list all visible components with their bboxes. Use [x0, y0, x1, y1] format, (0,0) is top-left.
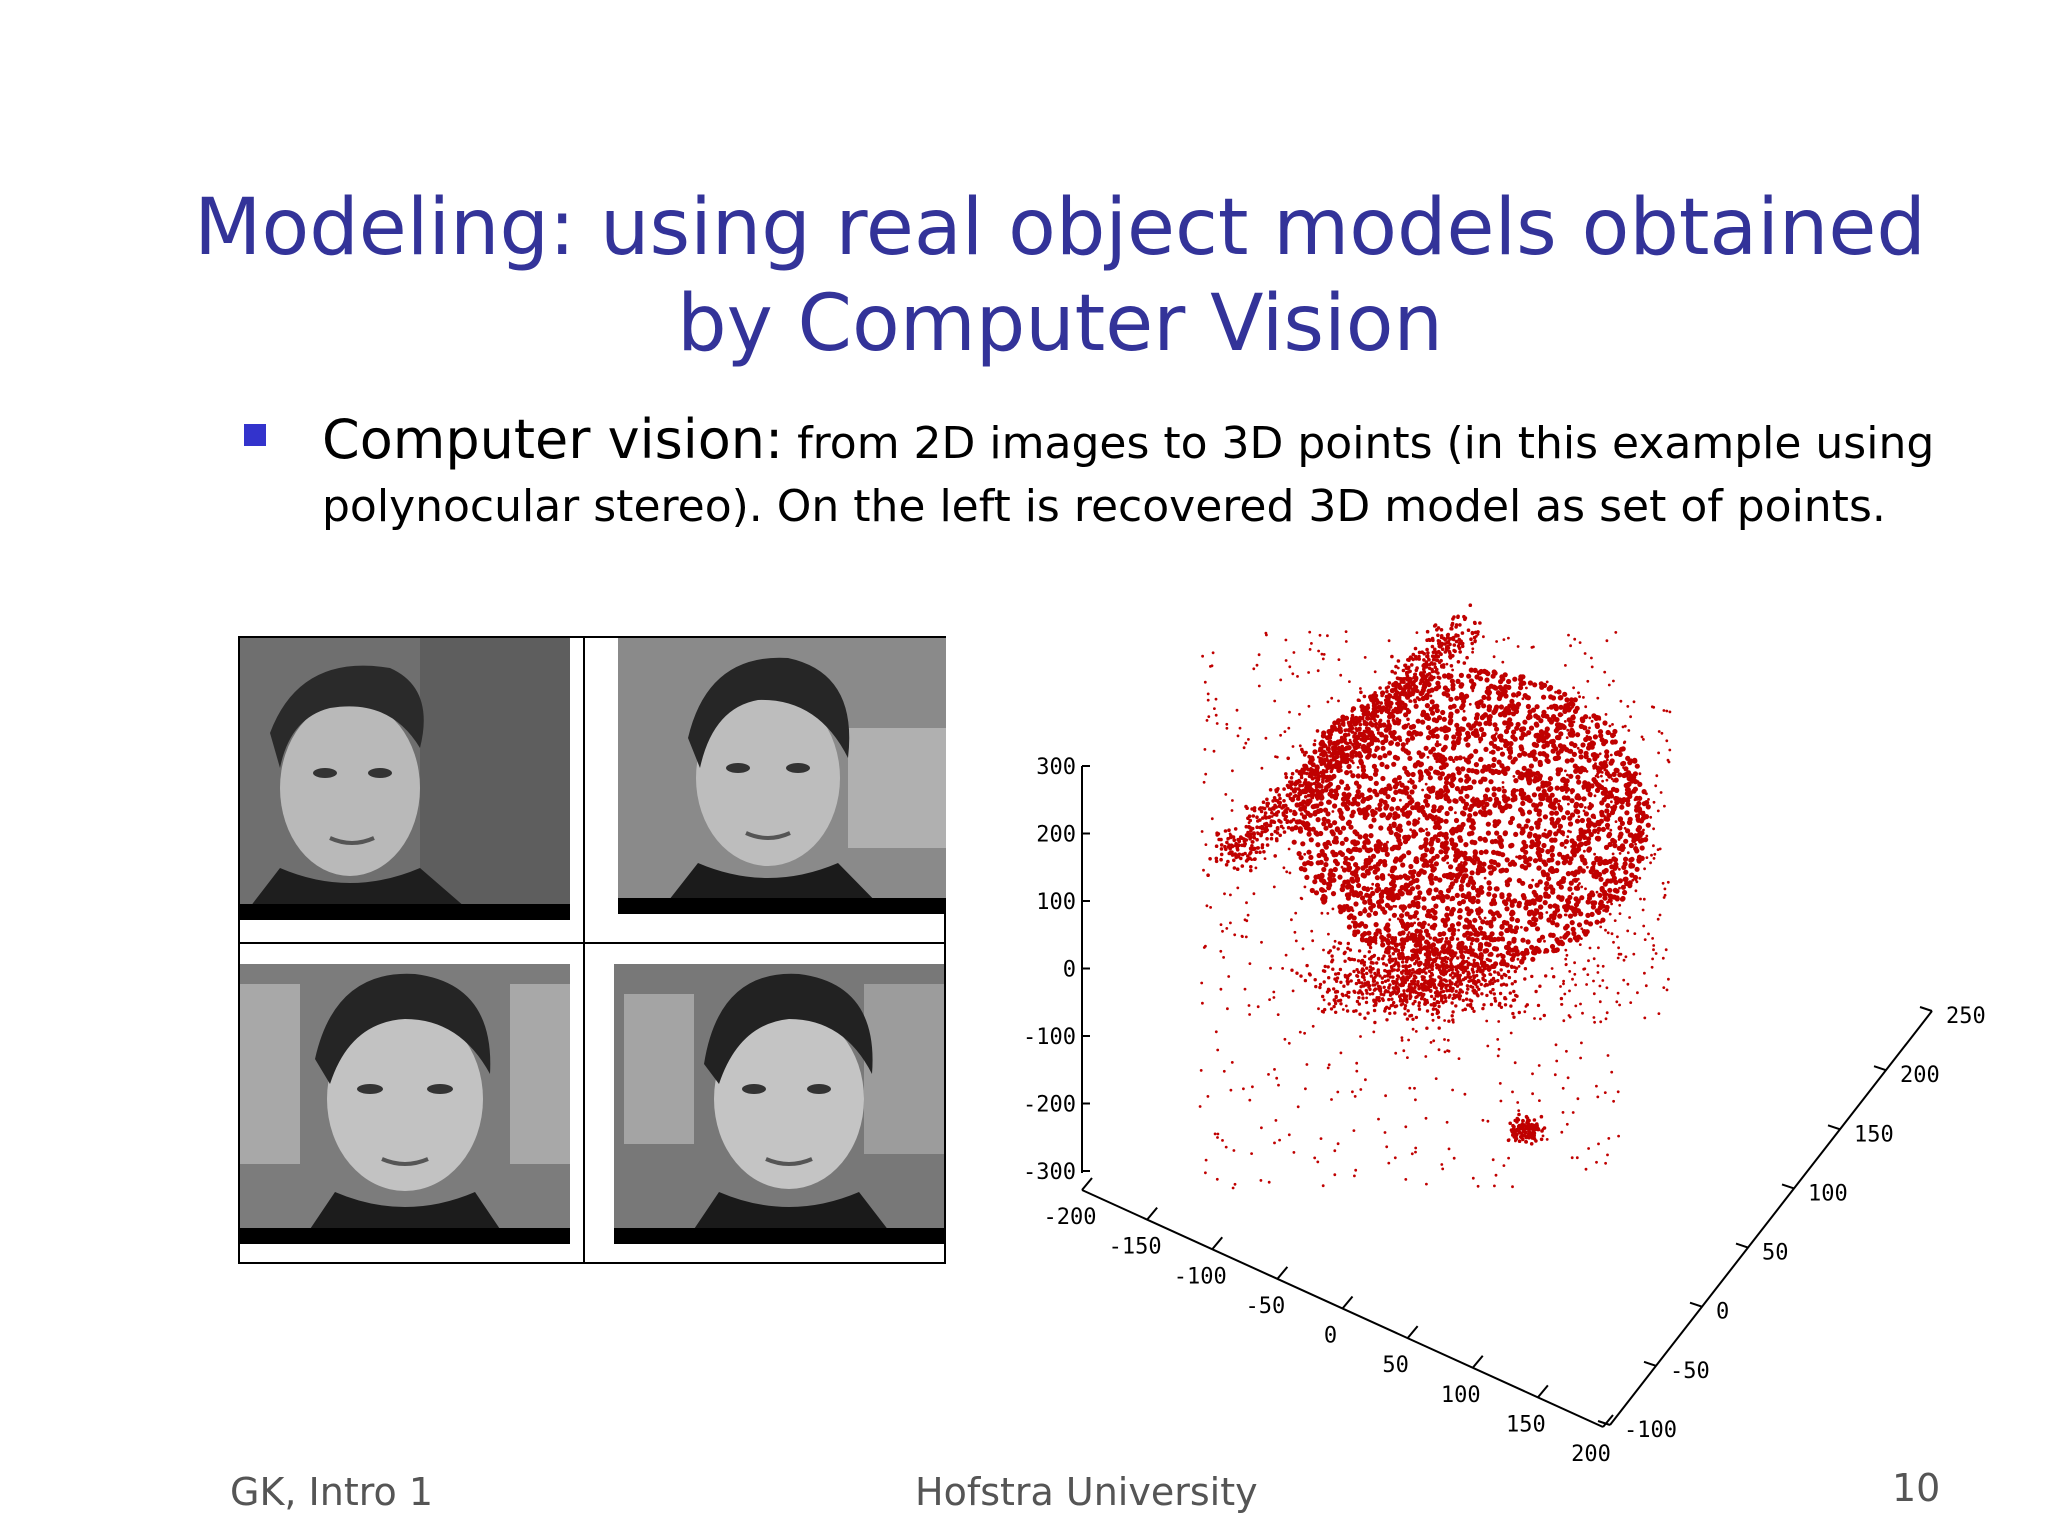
y-tick-label: 150 — [1854, 1122, 1894, 1147]
y-tick — [1873, 1065, 1887, 1072]
z-axis: 300 200 100 0 -100 -200 -300 — [1023, 755, 1090, 1185]
face-photo-bottom-left — [240, 964, 570, 1244]
x-tick-label: 200 — [1571, 1442, 1611, 1467]
footer-left: GK, Intro 1 — [230, 1470, 434, 1514]
x-tick-label: 100 — [1441, 1383, 1481, 1408]
x-tick-label: 50 — [1382, 1353, 1409, 1378]
x-tick — [1081, 1177, 1093, 1191]
bullet-text: Computer vision: from 2D images to 3D po… — [322, 408, 1962, 538]
title-line-2: by Computer Vision — [677, 279, 1443, 369]
face-photo-top-right — [618, 638, 946, 914]
y-tick-label: 0 — [1716, 1300, 1729, 1325]
point-cloud — [1198, 603, 1672, 1190]
photo-strip — [618, 898, 946, 914]
y-tick-label: -50 — [1670, 1359, 1710, 1384]
y-tick-label: 250 — [1946, 1004, 1986, 1029]
title-line-1: Modeling: using real object models obtai… — [194, 183, 1926, 273]
y-tick — [1643, 1360, 1657, 1367]
photo-strip — [614, 1228, 944, 1244]
y-tick-label: -100 — [1624, 1418, 1677, 1443]
z-tick-label: 100 — [1036, 890, 1076, 915]
z-tick-label: -100 — [1023, 1025, 1076, 1050]
y-tick-label: 200 — [1900, 1063, 1940, 1088]
footer-center: Hofstra University — [915, 1470, 1258, 1514]
x-tick — [1406, 1325, 1419, 1339]
slide-title: Modeling: using real object models obtai… — [140, 180, 1980, 372]
bullet-marker-icon — [244, 424, 266, 446]
z-tick-label: 300 — [1036, 755, 1076, 780]
x-tick-label: 150 — [1506, 1412, 1546, 1437]
face-photo-top-left — [240, 638, 570, 920]
x-tick-label: 0 — [1324, 1324, 1337, 1349]
bullet-lead: Computer vision: — [322, 408, 784, 471]
face-photo-bottom-right — [614, 964, 944, 1244]
grid-divider-horizontal — [240, 942, 944, 944]
face-photo-grid — [238, 636, 946, 1264]
z-tick-label: 200 — [1036, 823, 1076, 848]
x-tick — [1146, 1206, 1158, 1221]
y-tick — [1827, 1124, 1841, 1131]
bullet-body: from 2D images to 3D points (in this exa… — [322, 418, 1935, 532]
x-tick — [1602, 1414, 1614, 1428]
x-tick — [1276, 1266, 1289, 1280]
y-axis: -100 -50 0 50 100 150 200 250 — [1597, 1004, 1986, 1443]
point-cloud-plot: 300 200 100 0 -100 -200 -300 -200 -150 -100 -50 0 5… — [1023, 603, 1986, 1467]
grid-divider-vertical — [583, 638, 585, 1264]
x-axis: -200 -150 -100 -50 0 50 100 150 200 — [1044, 1177, 1614, 1467]
x-tick-label: -150 — [1109, 1235, 1162, 1260]
photo-strip — [240, 1228, 570, 1244]
y-tick — [1735, 1242, 1749, 1249]
y-tick — [1919, 1006, 1933, 1012]
z-tick-label: -300 — [1023, 1160, 1076, 1185]
y-tick-label: 100 — [1808, 1181, 1848, 1206]
y-tick — [1597, 1420, 1611, 1426]
x-tick — [1537, 1384, 1549, 1399]
x-tick-label: -100 — [1174, 1264, 1227, 1289]
x-tick — [1211, 1236, 1224, 1250]
x-tick — [1341, 1295, 1354, 1310]
photo-strip — [240, 904, 570, 920]
y-tick — [1781, 1183, 1795, 1190]
z-tick-label: -200 — [1023, 1093, 1076, 1118]
x-tick — [1471, 1355, 1484, 1369]
z-tick-label: 0 — [1063, 958, 1076, 983]
x-tick-label: -50 — [1246, 1294, 1286, 1319]
y-tick-label: 50 — [1762, 1241, 1789, 1266]
page-number: 10 — [1892, 1466, 1941, 1510]
x-tick-label: -200 — [1044, 1205, 1097, 1230]
y-tick — [1689, 1301, 1703, 1308]
